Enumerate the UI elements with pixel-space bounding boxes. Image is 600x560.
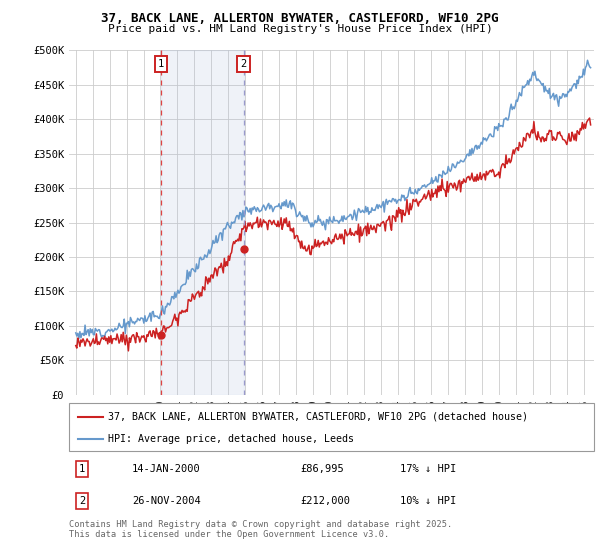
Text: 10% ↓ HPI: 10% ↓ HPI [400,496,456,506]
Text: 17% ↓ HPI: 17% ↓ HPI [400,464,456,474]
Text: 2: 2 [241,59,247,69]
Text: 1: 1 [158,59,164,69]
Text: 26-NOV-2004: 26-NOV-2004 [132,496,201,506]
Text: 14-JAN-2000: 14-JAN-2000 [132,464,201,474]
FancyBboxPatch shape [69,403,594,451]
Text: 37, BACK LANE, ALLERTON BYWATER, CASTLEFORD, WF10 2PG (detached house): 37, BACK LANE, ALLERTON BYWATER, CASTLEF… [109,412,529,422]
Text: £86,995: £86,995 [300,464,344,474]
Text: Contains HM Land Registry data © Crown copyright and database right 2025.
This d: Contains HM Land Registry data © Crown c… [69,520,452,539]
Text: 1: 1 [79,464,85,474]
Text: HPI: Average price, detached house, Leeds: HPI: Average price, detached house, Leed… [109,434,355,444]
Bar [161,50,244,395]
Text: Price paid vs. HM Land Registry's House Price Index (HPI): Price paid vs. HM Land Registry's House … [107,24,493,34]
Text: 2: 2 [79,496,85,506]
Text: 37, BACK LANE, ALLERTON BYWATER, CASTLEFORD, WF10 2PG: 37, BACK LANE, ALLERTON BYWATER, CASTLEF… [101,12,499,25]
Text: £212,000: £212,000 [300,496,350,506]
